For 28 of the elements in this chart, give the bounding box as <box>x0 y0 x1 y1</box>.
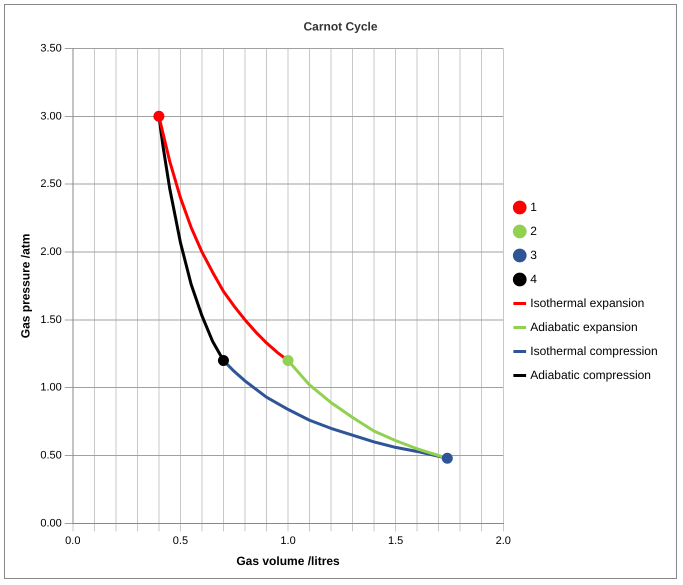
y-tick-label: 0.50 <box>40 450 62 462</box>
legend-label: 2 <box>530 224 538 238</box>
point <box>153 110 164 122</box>
x-tick-label: 0.0 <box>65 535 80 548</box>
legend-label: Adiabatic compression <box>530 368 651 382</box>
y-tick-label: 2.50 <box>40 178 62 190</box>
x-tick-label: 1.5 <box>388 535 404 548</box>
y-axis-title: Gas pressure /atm <box>18 234 33 338</box>
legend-label: 3 <box>530 248 538 262</box>
legend-label: 4 <box>530 272 538 286</box>
y-tick-label: 1.00 <box>40 382 62 394</box>
chart-title: Carnot Cycle <box>303 20 378 34</box>
point <box>442 452 453 464</box>
y-tick-label: 0.00 <box>40 517 62 530</box>
x-tick-label: 2.0 <box>496 535 511 548</box>
y-tick-label: 2.00 <box>40 246 62 258</box>
y-tick-label: 3.00 <box>40 110 62 122</box>
y-tick-label: 1.50 <box>40 314 62 326</box>
y-tick-label: 3.50 <box>40 42 62 54</box>
legend-label: Isothermal compression <box>530 344 658 358</box>
point <box>282 355 294 366</box>
legend-label: Adiabatic expansion <box>530 320 638 334</box>
legend-label: Isothermal expansion <box>530 296 644 310</box>
x-tick-label: 1.0 <box>280 535 296 548</box>
point <box>218 355 229 366</box>
legend-label: 1 <box>530 200 538 214</box>
x-tick-label: 0.5 <box>172 535 188 548</box>
x-axis-title: Gas volume /litres <box>236 554 340 568</box>
